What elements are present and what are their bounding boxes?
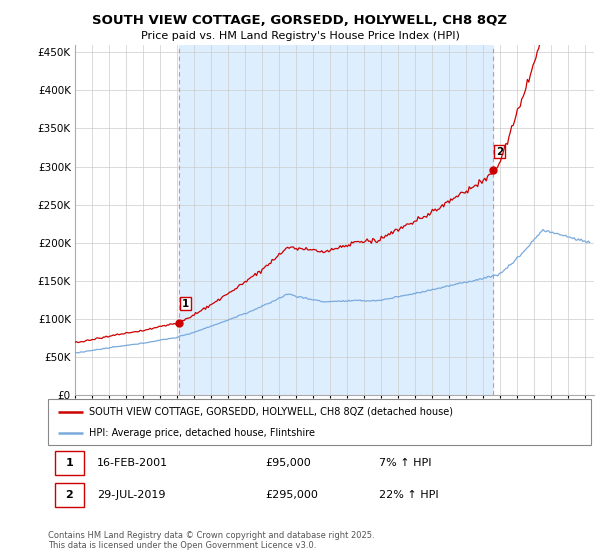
Text: 1: 1 xyxy=(182,299,189,309)
Text: 2: 2 xyxy=(65,490,73,500)
Text: 29-JUL-2019: 29-JUL-2019 xyxy=(97,490,166,500)
Text: 22% ↑ HPI: 22% ↑ HPI xyxy=(379,490,439,500)
Text: 1: 1 xyxy=(65,458,73,468)
Bar xyxy=(179,45,493,395)
Text: 7% ↑ HPI: 7% ↑ HPI xyxy=(379,458,432,468)
FancyBboxPatch shape xyxy=(55,451,85,475)
Text: Price paid vs. HM Land Registry's House Price Index (HPI): Price paid vs. HM Land Registry's House … xyxy=(140,31,460,41)
Text: SOUTH VIEW COTTAGE, GORSEDD, HOLYWELL, CH8 8QZ: SOUTH VIEW COTTAGE, GORSEDD, HOLYWELL, C… xyxy=(92,14,508,27)
Text: £95,000: £95,000 xyxy=(265,458,311,468)
Text: 2: 2 xyxy=(496,147,503,157)
Text: 16-FEB-2001: 16-FEB-2001 xyxy=(97,458,168,468)
FancyBboxPatch shape xyxy=(48,399,591,445)
Text: £295,000: £295,000 xyxy=(265,490,318,500)
Text: SOUTH VIEW COTTAGE, GORSEDD, HOLYWELL, CH8 8QZ (detached house): SOUTH VIEW COTTAGE, GORSEDD, HOLYWELL, C… xyxy=(89,407,453,417)
Text: Contains HM Land Registry data © Crown copyright and database right 2025.
This d: Contains HM Land Registry data © Crown c… xyxy=(48,531,374,550)
FancyBboxPatch shape xyxy=(55,483,85,507)
Text: HPI: Average price, detached house, Flintshire: HPI: Average price, detached house, Flin… xyxy=(89,428,315,438)
